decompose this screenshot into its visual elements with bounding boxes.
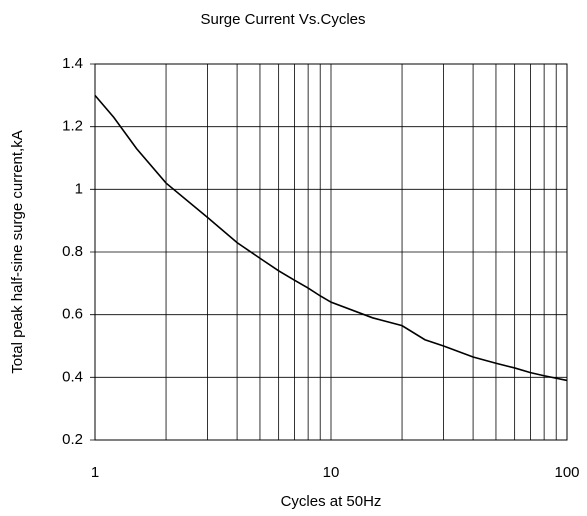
y-tick-label: 1 — [75, 180, 83, 197]
chart-title: Surge Current Vs.Cycles — [200, 11, 365, 28]
y-tick-label: 1.2 — [62, 118, 83, 135]
data-line — [94, 94, 568, 382]
y-tick-label: 0.8 — [62, 243, 83, 260]
x-tick-label: 1 — [91, 464, 99, 481]
y-tick-label: 0.4 — [62, 368, 83, 385]
x-tick-label: 100 — [554, 464, 579, 481]
y-tick-label: 0.2 — [62, 431, 83, 448]
plot-frame — [94, 63, 568, 441]
y-axis-label: Total peak half-sine surge current,kA — [9, 130, 26, 373]
y-tick-label: 1.4 — [62, 55, 83, 72]
x-tick-label: 10 — [323, 464, 340, 481]
x-axis-label: Cycles at 50Hz — [281, 493, 382, 510]
y-tick-label: 0.6 — [62, 306, 83, 323]
